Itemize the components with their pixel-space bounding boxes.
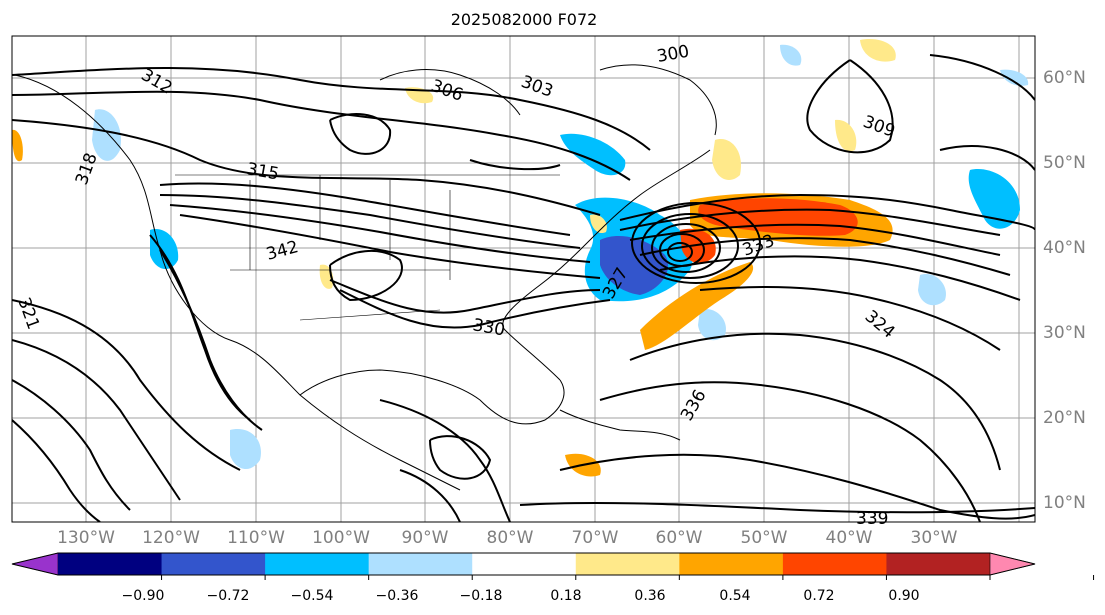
- map-background: [12, 36, 1035, 522]
- colorbar-segment: [368, 553, 473, 575]
- lat-label: 30°N: [1043, 323, 1086, 343]
- graticule: [12, 36, 1035, 522]
- lon-label: 130°W: [57, 528, 115, 548]
- strong-negative-anomaly-area: [600, 235, 669, 295]
- colorbar-segment: [679, 553, 784, 575]
- positive-anomaly-area: [12, 129, 23, 162]
- lat-label: 40°N: [1043, 238, 1086, 258]
- colorbar-tick-label: 0.72: [803, 588, 835, 604]
- colorbar-tick-label: −0.54: [290, 588, 334, 604]
- lat-label: 20°N: [1043, 408, 1086, 428]
- map-title: 2025082000 F072: [450, 10, 598, 29]
- colorbar-tick-label: 0.36: [634, 588, 666, 604]
- colorbar-tick-label: −0.90: [121, 588, 165, 604]
- strong-positive-anomaly-area: [680, 228, 716, 264]
- lat-label: 10°N: [1043, 493, 1086, 513]
- colorbar-min-extend: [11, 552, 59, 576]
- lon-label: 120°W: [142, 528, 200, 548]
- weak-positive-anomaly-area: [590, 214, 607, 234]
- lon-label: 60°W: [655, 528, 703, 548]
- colorbar-segment: [782, 553, 887, 575]
- colorbar-tick-label: 0.18: [550, 588, 582, 604]
- height-contours: [12, 54, 1035, 522]
- lon-label: 30°W: [910, 528, 958, 548]
- weak-positive-anomaly-area: [860, 39, 896, 62]
- lon-label: 110°W: [227, 528, 285, 548]
- lon-label: 50°W: [740, 528, 788, 548]
- colorbar-tick-label: −0.72: [206, 588, 250, 604]
- lat-label: 60°N: [1043, 68, 1086, 88]
- lon-label: 90°W: [401, 528, 449, 548]
- map-frame: [11, 35, 1036, 523]
- negative-anomaly-area: [560, 133, 626, 176]
- lon-label: 70°W: [571, 528, 619, 548]
- colorbar-segment: [265, 553, 370, 575]
- colorbar-segment: [161, 553, 266, 575]
- weak-negative-anomaly-area: [698, 309, 726, 341]
- positive-anomaly-area: [640, 262, 754, 350]
- colorbar-segment: [886, 553, 991, 575]
- weak-positive-anomaly-area: [835, 119, 857, 152]
- weak-positive-anomaly-area: [712, 139, 741, 180]
- lat-label: 50°N: [1043, 153, 1086, 173]
- colorbar-segment: [58, 553, 163, 575]
- colorbar-tick-label: −0.36: [375, 588, 419, 604]
- negative-anomaly-area: [968, 169, 1020, 229]
- weak-negative-anomaly-area: [918, 274, 946, 306]
- shaded-anomaly-fields: [12, 39, 1029, 477]
- colorbar-tick-label: 0.54: [719, 588, 751, 604]
- colorbar-segment: [575, 553, 680, 575]
- colorbar-outline: [11, 552, 1036, 576]
- weak-negative-anomaly-area: [1000, 69, 1029, 86]
- weak-negative-anomaly-area: [230, 429, 261, 470]
- colorbar-tick-label: −0.18: [459, 588, 503, 604]
- lon-label: 80°W: [486, 528, 534, 548]
- lon-label: 100°W: [312, 528, 370, 548]
- weak-negative-anomaly-area: [780, 44, 802, 66]
- weak-negative-anomaly-area: [92, 109, 121, 161]
- colorbar-segment: [472, 553, 577, 575]
- colorbar-max-extend: [989, 552, 1036, 576]
- lon-label: 40°W: [825, 528, 873, 548]
- colorbar: [11, 552, 1095, 580]
- contour-label: 339: [856, 509, 888, 529]
- colorbar-tick-label: 0.90: [888, 588, 920, 604]
